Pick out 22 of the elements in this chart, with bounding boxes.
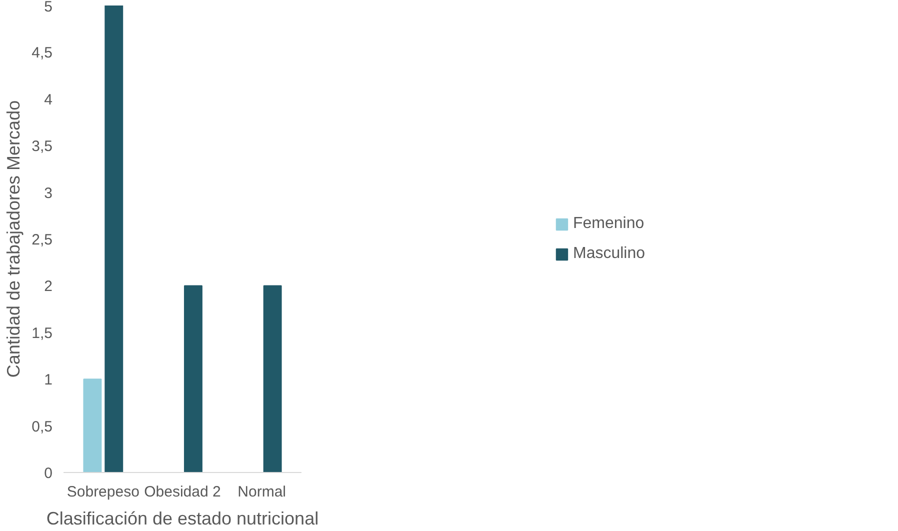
y-tick-label: 0,5 (32, 418, 53, 436)
y-tick-label: 5 (44, 0, 52, 16)
y-tick-label: 1 (44, 372, 52, 389)
y-tick-label: 4 (44, 91, 52, 108)
y-tick-label: 3,5 (32, 138, 53, 156)
y-tick-label: 1,5 (32, 324, 53, 342)
x-tick-label: Normal (238, 484, 286, 500)
bar (104, 6, 124, 472)
y-axis-title: Cantidad de trabajadores Mercado (4, 100, 24, 378)
bar (184, 285, 202, 472)
x-tick-label: Obesidad 2 (144, 484, 221, 500)
legend-label: Femenino (572, 214, 644, 232)
y-tick-label: 2 (44, 278, 52, 296)
legend-label: Masculino (572, 244, 646, 262)
bar (263, 285, 282, 472)
y-tick-label: 0 (44, 465, 52, 482)
x-tick-label: Sobrepeso (66, 484, 140, 500)
y-tick-label: 4,5 (32, 44, 53, 62)
bar (83, 378, 102, 472)
y-tick-label: 3 (44, 184, 52, 202)
x-axis-title: Clasificación de estado nutricional (46, 508, 319, 528)
y-tick-label: 2,5 (32, 232, 53, 248)
